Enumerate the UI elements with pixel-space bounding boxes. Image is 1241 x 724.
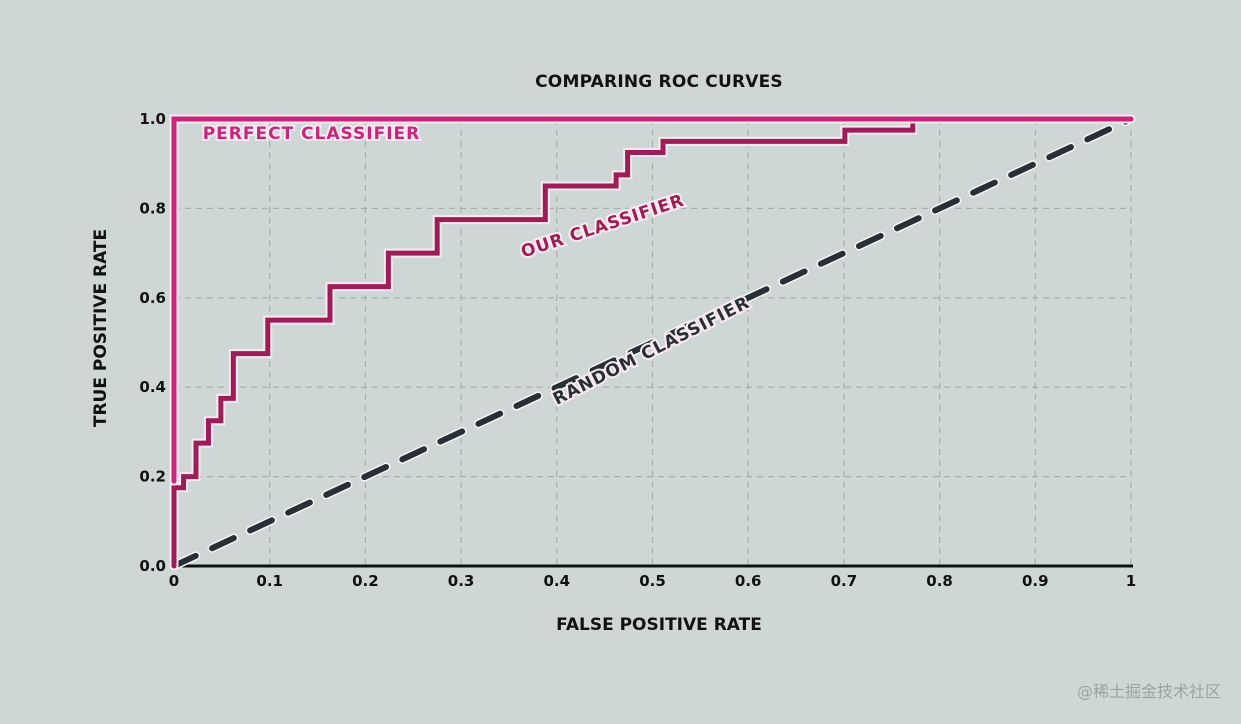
our-classifier-line — [171, 116, 1134, 569]
y-tick-label: 0.0 — [139, 557, 166, 575]
series-lines — [169, 114, 1136, 571]
y-tick-label: 0.2 — [139, 468, 166, 486]
y-tick-label: 0.4 — [139, 378, 166, 396]
x-tick-label: 0.2 — [352, 572, 379, 590]
x-tick-label: 1 — [1126, 572, 1136, 590]
random-classifier-line — [171, 116, 1134, 569]
curve-label: PERFECT CLASSIFIER — [203, 124, 421, 144]
y-axis-label: TRUE POSITIVE RATE — [91, 229, 111, 427]
x-tick-label: 0.8 — [926, 572, 953, 590]
x-axis-label: FALSE POSITIVE RATE — [556, 615, 762, 635]
x-tick-label: 0.7 — [831, 572, 858, 590]
y-tick-label: 0.8 — [139, 199, 166, 217]
chart-title: COMPARING ROC CURVES — [535, 72, 783, 92]
y-tick-label: 0.6 — [139, 289, 166, 307]
x-tick-labels: 0 0.1 0.2 0.3 0.4 0.5 0.6 0.7 0.8 0.9 1 — [169, 572, 1136, 590]
x-tick-label: 0 — [169, 572, 179, 590]
y-tick-labels: 0.0 0.2 0.4 0.6 0.8 1.0 — [139, 110, 166, 575]
x-tick-label: 0.3 — [448, 572, 475, 590]
x-tick-label: 0.4 — [544, 572, 571, 590]
x-tick-label: 0.6 — [735, 572, 762, 590]
y-tick-label: 1.0 — [139, 110, 166, 128]
x-tick-label: 0.9 — [1022, 572, 1049, 590]
curve-label: RANDOM CLASSIFIER — [550, 293, 753, 410]
perfect-classifier-line — [171, 116, 1134, 484]
watermark: @稀土掘金技术社区 — [1076, 682, 1221, 701]
x-tick-label: 0.1 — [256, 572, 283, 590]
x-tick-label: 0.5 — [639, 572, 666, 590]
